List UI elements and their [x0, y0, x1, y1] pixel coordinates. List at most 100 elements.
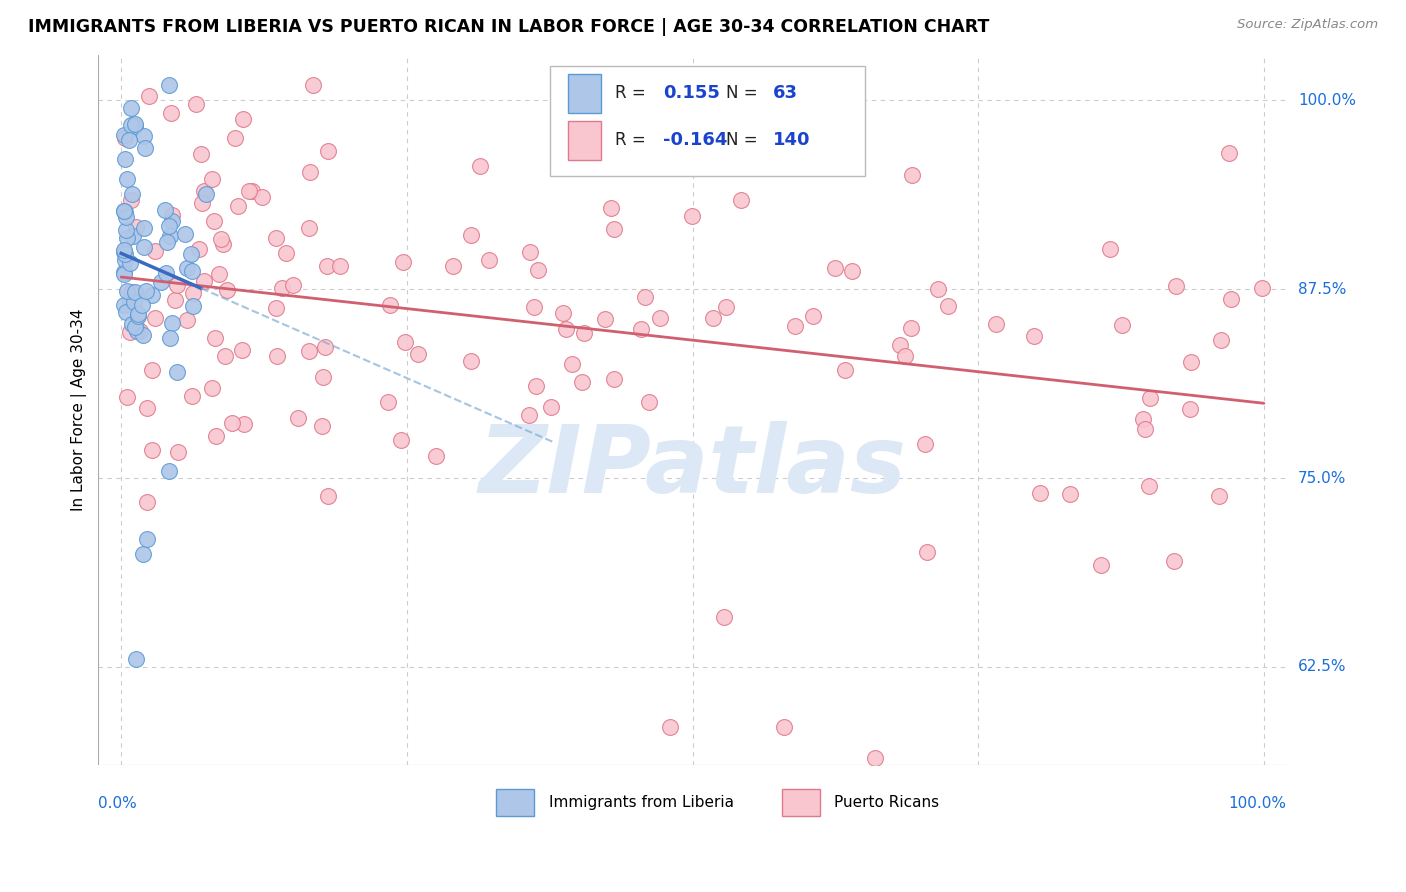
Point [1090, 558, 1112, 572]
Point [232, 112, 254, 127]
Point [180, 264, 202, 278]
Point [181, 389, 204, 403]
Text: -0.164: -0.164 [662, 131, 727, 149]
Point [302, 78, 325, 93]
Point [114, 247, 136, 261]
Text: R =: R = [616, 84, 651, 102]
Point [141, 288, 163, 302]
Point [1218, 145, 1240, 160]
Point [900, 168, 922, 182]
Text: N =: N = [725, 84, 762, 102]
Point [112, 268, 135, 282]
Point [224, 131, 246, 145]
Point [270, 281, 292, 295]
Point [441, 259, 464, 273]
Point [176, 260, 198, 275]
Point [600, 201, 623, 215]
Point [281, 277, 304, 292]
Point [634, 290, 657, 304]
Point [834, 363, 856, 377]
Point [316, 144, 339, 158]
Point [201, 381, 224, 395]
Point [1137, 478, 1160, 492]
Point [135, 284, 157, 298]
Point [914, 437, 936, 451]
Point [115, 390, 138, 404]
Point [125, 324, 148, 338]
Point [1059, 486, 1081, 500]
Point [298, 221, 321, 235]
Point [135, 401, 157, 415]
Point [1111, 318, 1133, 332]
Point [574, 326, 596, 340]
Point [603, 372, 626, 386]
Point [112, 298, 135, 312]
Point [118, 294, 141, 309]
Point [176, 313, 198, 327]
Bar [568, 73, 600, 112]
Point [183, 299, 205, 313]
Point [160, 214, 183, 228]
Point [1163, 554, 1185, 568]
Point [298, 164, 321, 178]
Point [240, 184, 263, 198]
Point [900, 321, 922, 335]
Point [266, 231, 288, 245]
Point [115, 305, 138, 319]
Point [226, 199, 249, 213]
Point [298, 343, 321, 358]
Text: Immigrants from Liberia: Immigrants from Liberia [548, 796, 734, 810]
Point [118, 326, 141, 340]
Text: 63: 63 [773, 84, 799, 102]
Point [129, 324, 152, 338]
Point [551, 306, 574, 320]
Text: 140: 140 [773, 131, 811, 149]
Point [112, 204, 135, 219]
Point [312, 369, 335, 384]
Point [181, 286, 204, 301]
Point [117, 284, 139, 298]
Point [593, 311, 616, 326]
Point [114, 205, 136, 219]
Point [120, 285, 142, 299]
Point [167, 444, 190, 458]
Point [125, 652, 148, 666]
Point [209, 232, 232, 246]
Point [648, 310, 671, 325]
Point [889, 338, 911, 352]
Point [132, 128, 155, 143]
Point [1164, 279, 1187, 293]
Point [523, 300, 546, 314]
Point [112, 265, 135, 279]
Point [174, 227, 197, 241]
Point [125, 318, 148, 333]
Point [315, 259, 337, 273]
Point [638, 395, 661, 409]
Point [138, 88, 160, 103]
Point [527, 263, 550, 277]
Point [120, 101, 142, 115]
Point [124, 120, 146, 134]
Point [160, 105, 183, 120]
Point [124, 117, 146, 131]
Point [112, 245, 135, 260]
Point [208, 268, 231, 282]
Point [773, 720, 796, 734]
Point [202, 214, 225, 228]
Point [162, 316, 184, 330]
Point [1132, 412, 1154, 426]
Bar [496, 789, 534, 816]
Point [266, 349, 288, 363]
Point [599, 78, 621, 93]
Point [153, 203, 176, 218]
Text: 62.5%: 62.5% [1298, 659, 1347, 674]
Bar [568, 121, 600, 160]
Point [1208, 489, 1230, 503]
Point [915, 545, 938, 559]
Point [630, 321, 652, 335]
Point [115, 210, 138, 224]
Point [114, 152, 136, 166]
Point [124, 285, 146, 299]
Point [166, 277, 188, 292]
Point [157, 219, 180, 234]
